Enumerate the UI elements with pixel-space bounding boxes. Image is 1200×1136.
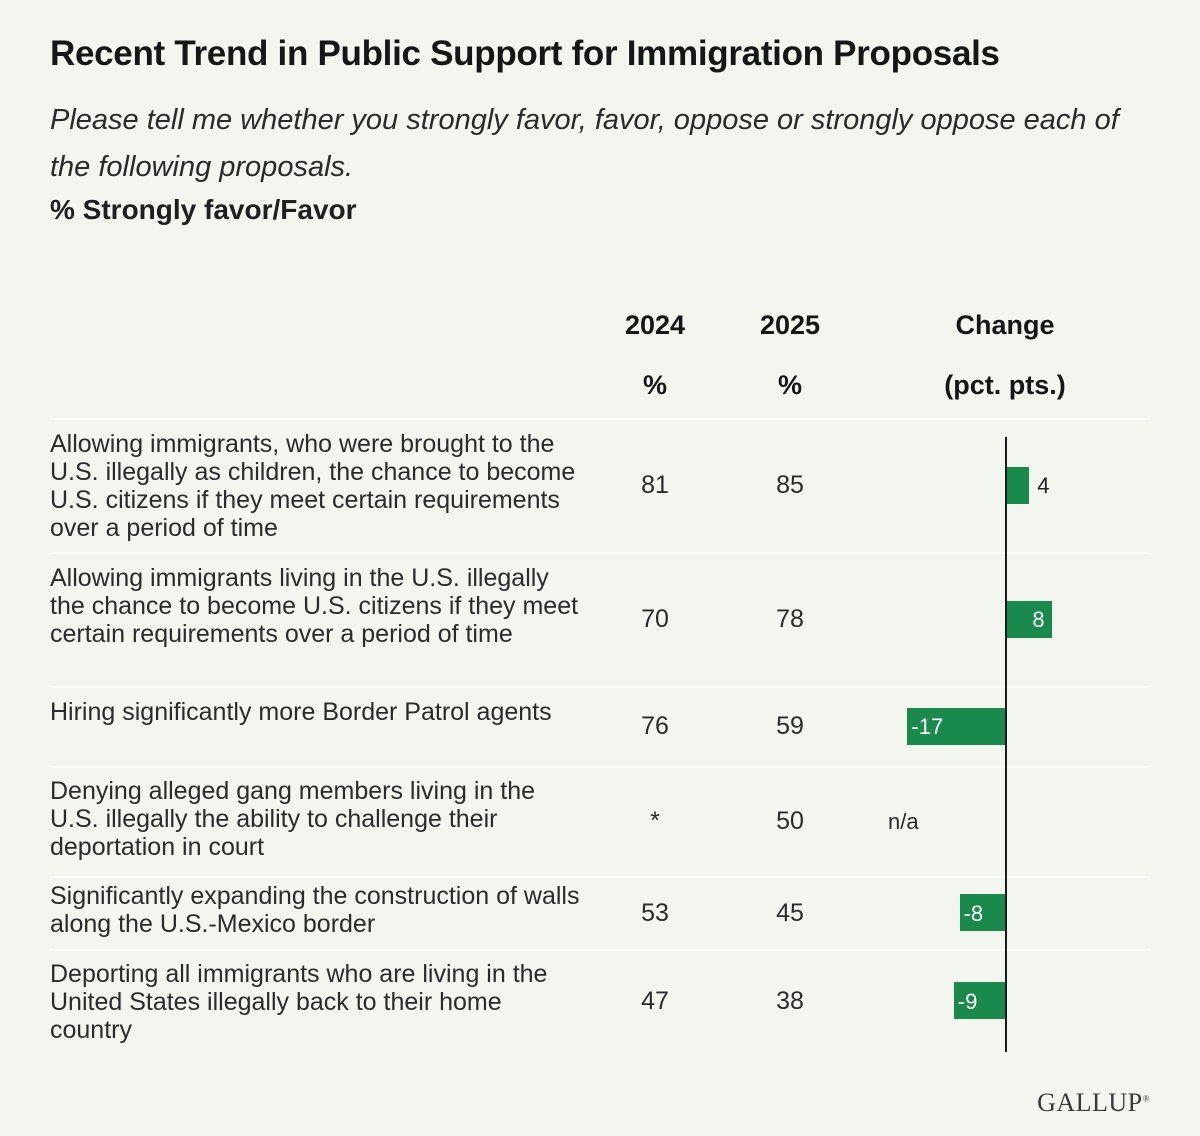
row-divider	[50, 949, 1150, 951]
column-unit-2025: %	[777, 370, 802, 400]
column-header-2025: 2025	[759, 310, 821, 340]
row-label: Hiring significantly more Border Patrol …	[50, 698, 552, 726]
change-bar	[907, 707, 1006, 745]
change-bar	[959, 894, 1006, 931]
row-label: Significantly expanding the construction…	[50, 882, 580, 938]
row-label: Denying alleged gang members living in t…	[50, 777, 536, 861]
column-header-change: Change	[955, 310, 1055, 340]
value-2024: *	[650, 807, 660, 835]
value-2024: 53	[641, 898, 669, 927]
value-2025: 59	[776, 712, 804, 740]
change-bar	[953, 982, 1006, 1019]
measure-label: % Strongly favor/Favor	[50, 194, 357, 225]
row-divider	[50, 418, 1150, 420]
chart-subtitle: Please tell me whether you strongly favo…	[50, 104, 1119, 183]
gallup-logo: GALLUP®	[1037, 1088, 1150, 1117]
value-2025: 38	[776, 986, 804, 1015]
row-label: Allowing immigrants, who were brought to…	[50, 430, 576, 542]
value-2025: 50	[776, 807, 804, 835]
value-2025: 78	[776, 605, 804, 633]
change-zero-axis	[1005, 437, 1007, 1052]
change-bar	[1006, 466, 1030, 504]
chart-title: Recent Trend in Public Support for Immig…	[50, 34, 1000, 73]
logo-text: GALLUP	[1037, 1088, 1143, 1117]
row-label: Deporting all immigrants who are living …	[50, 960, 548, 1044]
column-header-2024: 2024	[624, 310, 686, 340]
change-value-label: -17	[911, 714, 944, 739]
change-na-label: n/a	[888, 809, 919, 834]
value-2024: 81	[641, 471, 669, 499]
change-value-label: -9	[957, 988, 978, 1014]
column-unit-change: (pct. pts.)	[944, 370, 1066, 400]
column-unit-2024: %	[642, 370, 667, 400]
value-2025: 85	[776, 471, 804, 499]
row-divider	[50, 876, 1150, 878]
value-2024: 47	[641, 986, 669, 1015]
change-value-label: 4	[1037, 473, 1050, 498]
value-2024: 76	[641, 712, 669, 740]
value-2025: 45	[776, 898, 804, 927]
row-divider	[50, 686, 1150, 688]
row-label: Allowing immigrants living in the U.S. i…	[50, 564, 579, 648]
row-divider	[50, 552, 1150, 554]
change-value-label: -8	[963, 900, 984, 926]
value-2024: 70	[641, 605, 669, 633]
row-divider	[50, 766, 1150, 768]
change-bar	[1006, 600, 1053, 638]
change-value-label: 8	[1032, 607, 1045, 632]
